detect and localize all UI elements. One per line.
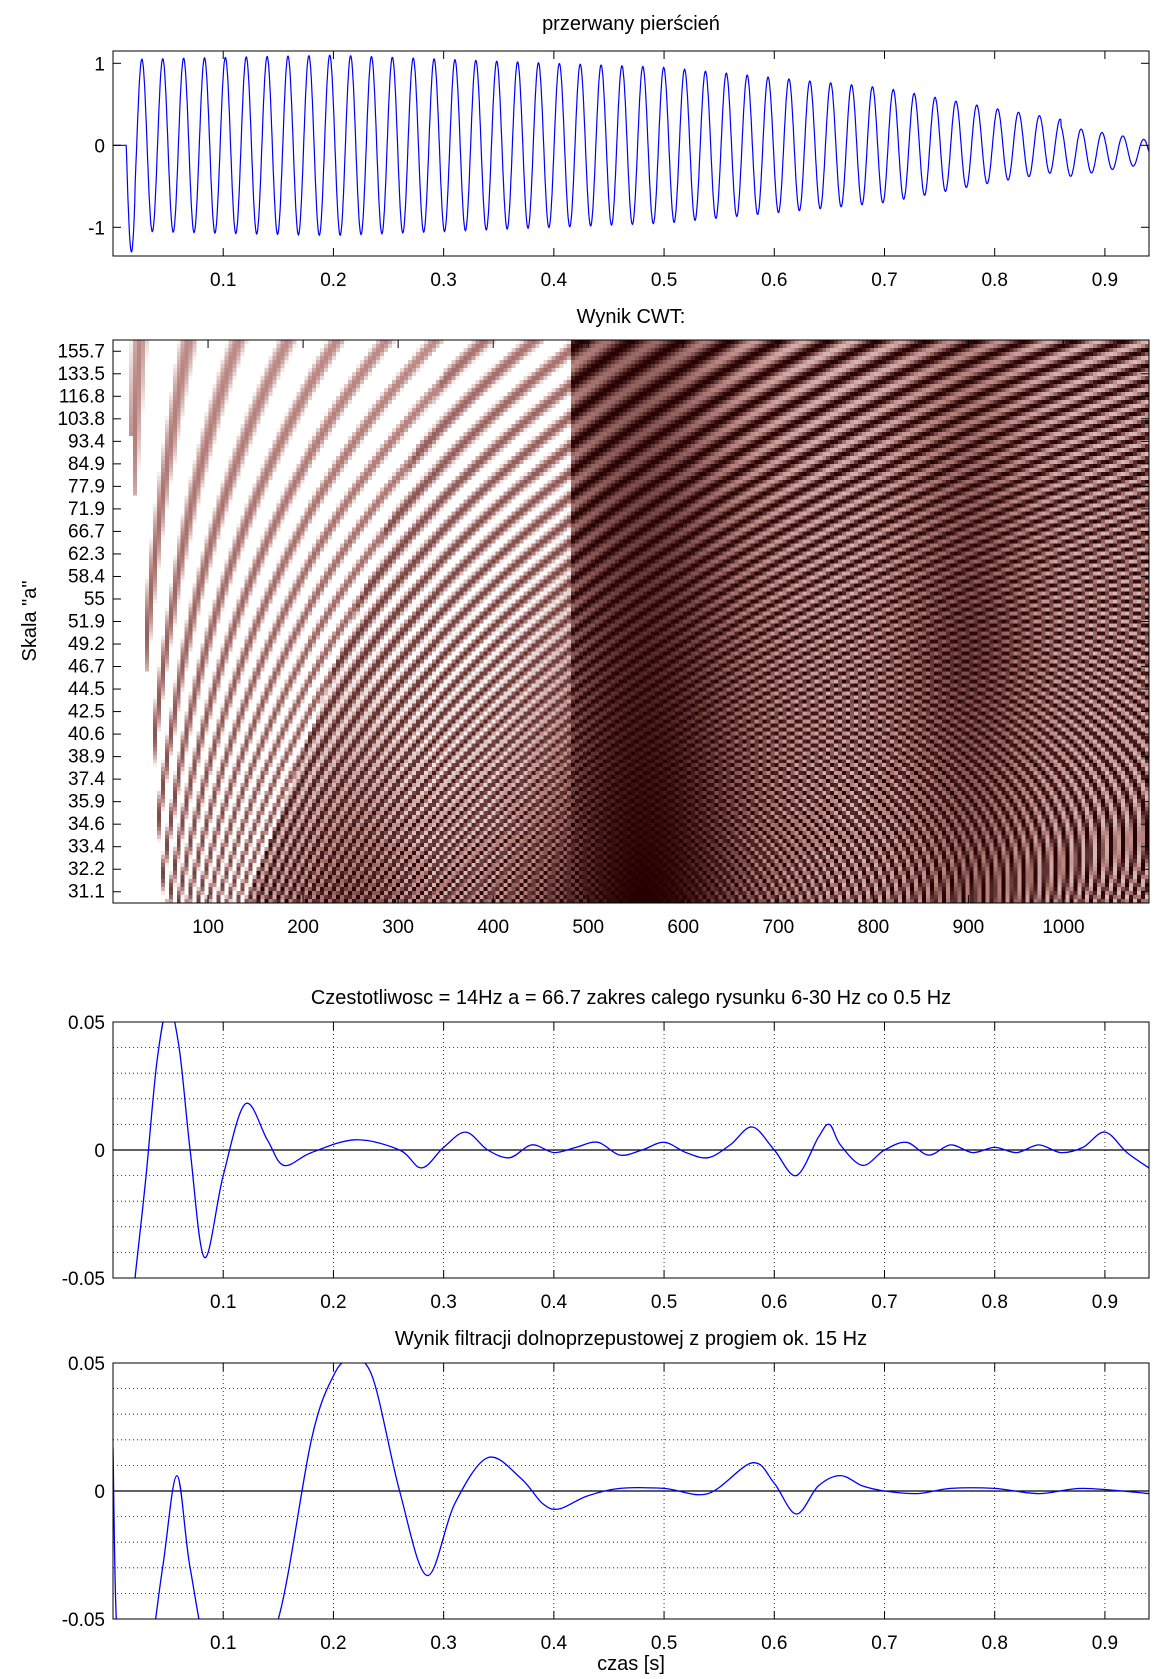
x-tick-label: 0.7 [871,1633,897,1654]
y-tick-label: 31.1 [68,882,105,903]
x-tick-label: 100 [192,917,224,938]
x-tick-label: 0.6 [761,270,787,291]
y-tick-label: 34.6 [68,814,105,835]
y-tick-label: -0.05 [62,1610,105,1631]
x-tick-label: 300 [382,917,414,938]
panel-lowpass: Wynik filtracji dolnoprzepustowej z prog… [62,1328,1150,1675]
series-line [113,1363,1149,1619]
x-tick-label: 0.5 [651,1292,677,1313]
y-tick-label: 116.8 [59,386,105,407]
y-tick-label: 33.4 [68,837,105,858]
panel-title: Wynik filtracji dolnoprzepustowej z prog… [395,1328,867,1350]
y-tick-label: 103.8 [57,409,105,430]
x-tick-label: 600 [667,917,699,938]
y-tick-label: 0 [94,1141,105,1162]
y-tick-label: 71.9 [68,499,105,520]
x-tick-label: 0.6 [761,1633,787,1654]
y-tick-label: 133.5 [57,364,105,385]
x-tick-label: 0.9 [1092,1633,1118,1654]
x-tick-label: 0.3 [430,1292,456,1313]
y-tick-label: 55 [84,589,105,610]
y-tick-label: 0.05 [68,1354,105,1375]
x-tick-label: 400 [477,917,509,938]
x-tick-label: 0.8 [981,1633,1007,1654]
y-tick-label: -1 [88,218,105,239]
x-tick-label: 0.4 [541,1633,568,1654]
y-tick-label: 77.9 [68,476,105,497]
x-tick-label: 0.8 [981,1292,1007,1313]
x-tick-label: 700 [762,917,794,938]
y-tick-label: 0 [94,1482,105,1503]
axes-frame [112,50,1150,257]
x-tick-label: 0.4 [541,270,568,291]
y-tick-label: 62.3 [68,544,105,565]
x-tick-label: 0.5 [651,270,677,291]
panel-14hz: Czestotliwosc = 14Hz a = 66.7 zakres cal… [62,987,1150,1313]
y-tick-label: 38.9 [68,747,105,768]
y-tick-label: 155.7 [57,341,105,362]
y-tick-label: 40.6 [68,724,105,745]
x-tick-label: 0.2 [320,270,346,291]
x-tick-label: 0.9 [1092,1292,1118,1313]
y-tick-label: 51.9 [68,612,105,633]
cwt-heatmap [113,340,1149,903]
panel-title: przerwany pierścień [542,13,720,35]
x-tick-label: 0.7 [871,270,897,291]
y-tick-label: 93.4 [68,431,105,452]
y-tick-label: 66.7 [68,521,105,542]
y-tick-label: 46.7 [68,657,105,678]
x-tick-label: 0.2 [320,1292,346,1313]
panel-signal: przerwany pierścień 0.1 0.2 0.3 0.4 0.5 0.6 0.… [88,13,1150,291]
x-tick-label: 0.4 [541,1292,568,1313]
x-tick-label: 0.3 [430,270,456,291]
x-tick-label: 0.3 [430,1633,456,1654]
x-tick-label: 1000 [1042,917,1084,938]
x-axis-label: czas [s] [597,1653,665,1675]
x-tick-label: 200 [287,917,319,938]
x-tick-label: 0.1 [210,1633,236,1654]
x-tick-label: 800 [858,917,890,938]
panel-title: Czestotliwosc = 14Hz a = 66.7 zakres cal… [311,987,951,1009]
y-tick-label: 0 [94,136,105,157]
x-tick-label: 0.1 [210,270,236,291]
y-tick-label: 58.4 [68,566,105,587]
x-tick-label: 0.1 [210,1292,236,1313]
x-tick-label: 0.8 [981,270,1007,291]
y-tick-label: 37.4 [68,769,105,790]
y-tick-label: -0.05 [62,1269,105,1290]
x-tick-label: 900 [953,917,985,938]
signal-line [113,54,1149,253]
y-tick-label: 35.9 [68,792,105,813]
panel-title: Wynik CWT: [577,306,686,328]
y-tick-label: 49.2 [68,634,105,655]
x-tick-label: 500 [572,917,604,938]
x-tick-label: 0.2 [320,1633,346,1654]
y-tick-label: 0.05 [68,1013,105,1034]
y-tick-label: 44.5 [68,679,105,700]
x-tick-label: 0.9 [1092,270,1118,291]
x-tick-label: 0.5 [651,1633,677,1654]
y-tick-label: 84.9 [68,454,105,475]
y-axis-label: Skala "a" [19,581,41,662]
panel-cwt: Wynik CWT: 100 200 300 400 500 600 700 800 900 10… [19,306,1150,938]
y-tick-label: 42.5 [68,702,105,723]
x-tick-label: 0.6 [761,1292,787,1313]
x-tick-label: 0.7 [871,1292,897,1313]
y-tick-label: 32.2 [68,859,105,880]
y-tick-label: 1 [94,54,105,75]
series-line [134,1022,1149,1278]
